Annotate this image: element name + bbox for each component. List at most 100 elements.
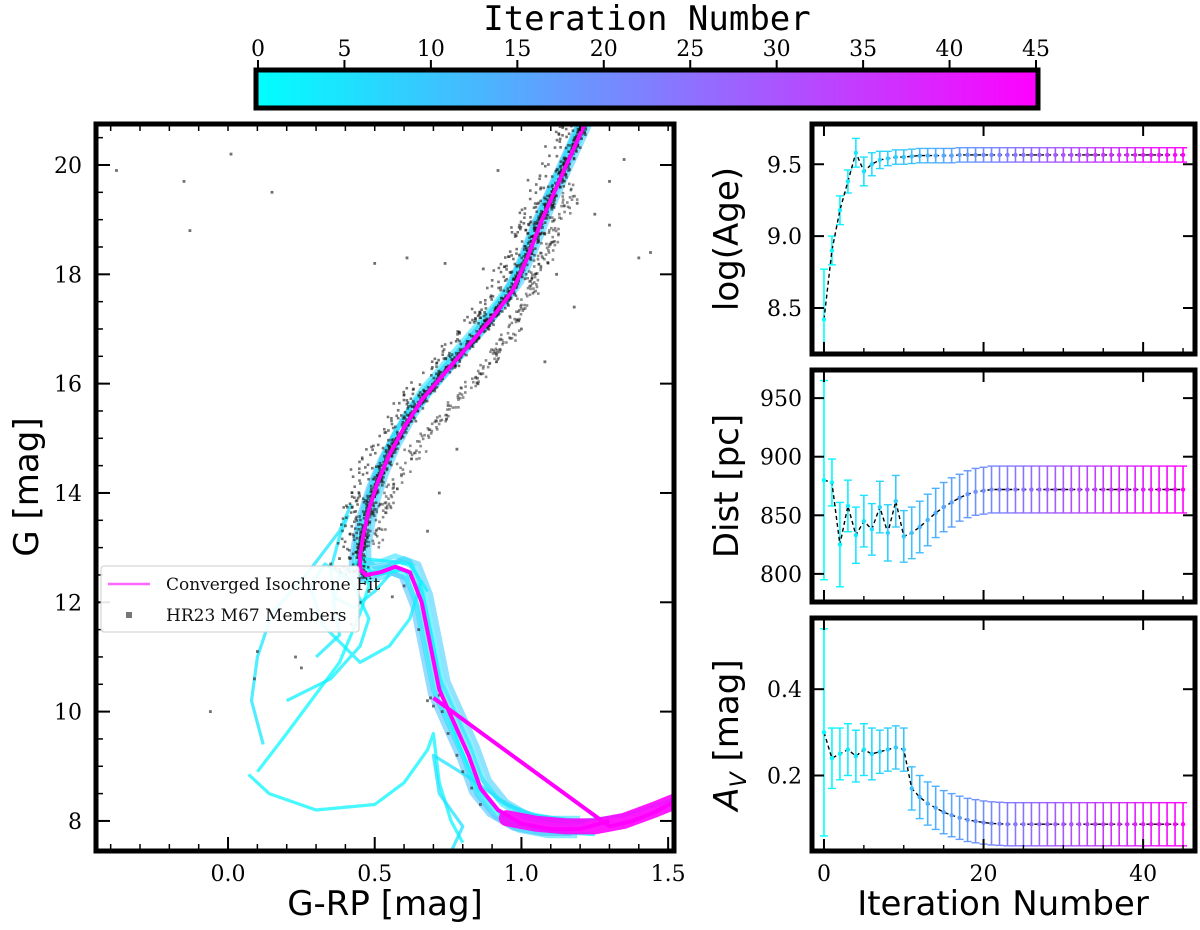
member-point-617 — [516, 271, 520, 275]
dist-ytick-label-1: 850 — [760, 504, 802, 529]
member-point-376 — [367, 501, 370, 504]
member-point-1101 — [475, 330, 478, 333]
member-point-1333 — [513, 291, 516, 294]
member-point-758 — [508, 271, 512, 274]
member-point-1510 — [539, 268, 542, 272]
member-point-1494 — [449, 404, 452, 408]
member-point-1719 — [488, 361, 492, 365]
member-point-1148 — [443, 343, 447, 346]
av-point-18 — [965, 817, 970, 823]
av-point-25 — [1021, 822, 1026, 827]
member-point-1650 — [409, 444, 412, 448]
member-point-467 — [373, 478, 376, 481]
colorbar-ticks: 0 5 10 15 20 25 30 35 40 45 — [251, 37, 1050, 68]
member-point-1747 — [526, 286, 530, 290]
member-point-653 — [364, 466, 367, 469]
member-point-1390 — [561, 134, 564, 137]
av-ylabel-main: A — [707, 787, 747, 812]
cmd-frame — [93, 121, 677, 854]
member-point-1571 — [558, 216, 561, 219]
member-point-1850 — [608, 180, 611, 183]
av-point-0 — [821, 730, 827, 735]
dist-point-28 — [1045, 487, 1050, 492]
member-point-361 — [506, 302, 510, 306]
member-point-697 — [539, 214, 542, 217]
member-point-523 — [510, 231, 514, 234]
member-point-1550 — [496, 351, 499, 354]
member-point-650 — [559, 186, 562, 189]
member-point-1152 — [470, 334, 473, 338]
av-point-24 — [1013, 822, 1018, 827]
member-point-1631 — [384, 495, 388, 498]
member-point-1818 — [455, 753, 459, 757]
member-point-1443 — [381, 463, 384, 467]
member-point-1724 — [513, 317, 516, 321]
age-point-18 — [965, 152, 970, 158]
member-point-1710 — [459, 386, 463, 389]
member-point-1160 — [562, 157, 566, 160]
member-point-207 — [573, 136, 576, 140]
member-point-1848 — [637, 256, 641, 260]
dist-point-11 — [909, 530, 914, 536]
member-point-556 — [353, 538, 356, 542]
member-point-1727 — [519, 313, 523, 316]
dist-point-37 — [1116, 487, 1122, 492]
member-point-1316 — [367, 534, 371, 537]
member-point-1395 — [531, 249, 534, 252]
member-point-1362 — [576, 143, 580, 147]
member-point-1338 — [484, 299, 487, 302]
member-point-1834 — [358, 600, 362, 604]
member-point-647 — [370, 445, 373, 449]
member-point-1786 — [558, 212, 561, 216]
member-point-1470 — [435, 365, 438, 368]
age-point-10 — [901, 154, 906, 160]
age-point-32 — [1077, 152, 1082, 158]
member-point-654 — [389, 460, 392, 464]
member-point-1417 — [567, 169, 570, 172]
member-point-1353 — [512, 257, 515, 261]
member-point-123 — [484, 313, 488, 316]
member-point-171 — [510, 282, 513, 285]
dist-point-24 — [1013, 487, 1018, 492]
member-point-1849 — [649, 251, 652, 254]
member-point-906 — [524, 228, 528, 232]
cmd-ytick-label-1: 10 — [54, 701, 82, 726]
member-point-1035 — [574, 149, 578, 152]
member-point-907 — [373, 508, 376, 511]
member-point-1806 — [497, 356, 500, 360]
member-point-900 — [366, 504, 370, 507]
member-point-341 — [458, 360, 462, 363]
member-point-799 — [442, 348, 446, 351]
member-point-1790 — [553, 240, 556, 243]
member-point-1106 — [421, 401, 425, 404]
member-point-956 — [379, 464, 382, 467]
member-point-1647 — [458, 396, 462, 400]
dist-point-18 — [965, 492, 970, 497]
av-xtick-label-0: 0 — [817, 862, 831, 887]
dist-point-13 — [925, 517, 930, 523]
legend-swatch-members — [126, 612, 132, 618]
member-point-1844 — [543, 360, 547, 364]
member-point-29 — [529, 189, 532, 192]
member-point-1265 — [539, 212, 542, 216]
dist-point-10 — [901, 534, 906, 539]
member-point-1738 — [498, 347, 502, 351]
member-point-1638 — [498, 350, 501, 354]
member-point-1781 — [571, 183, 575, 187]
member-point-598 — [413, 402, 416, 406]
member-point-595 — [382, 476, 385, 479]
member-point-18 — [497, 301, 501, 304]
member-point-1644 — [547, 248, 550, 252]
legend-label-members: HR23 M67 Members — [166, 606, 346, 626]
av-point-5 — [861, 747, 867, 752]
member-point-1846 — [572, 305, 576, 309]
av-point-9 — [893, 745, 898, 750]
member-point-1302 — [555, 194, 558, 198]
member-point-788 — [347, 556, 351, 559]
member-point-1842 — [446, 404, 450, 407]
member-point-1793 — [381, 515, 385, 519]
member-point-1689 — [464, 391, 467, 394]
member-point-1615 — [377, 504, 381, 508]
member-point-1525 — [545, 246, 549, 250]
member-point-805 — [437, 373, 440, 377]
